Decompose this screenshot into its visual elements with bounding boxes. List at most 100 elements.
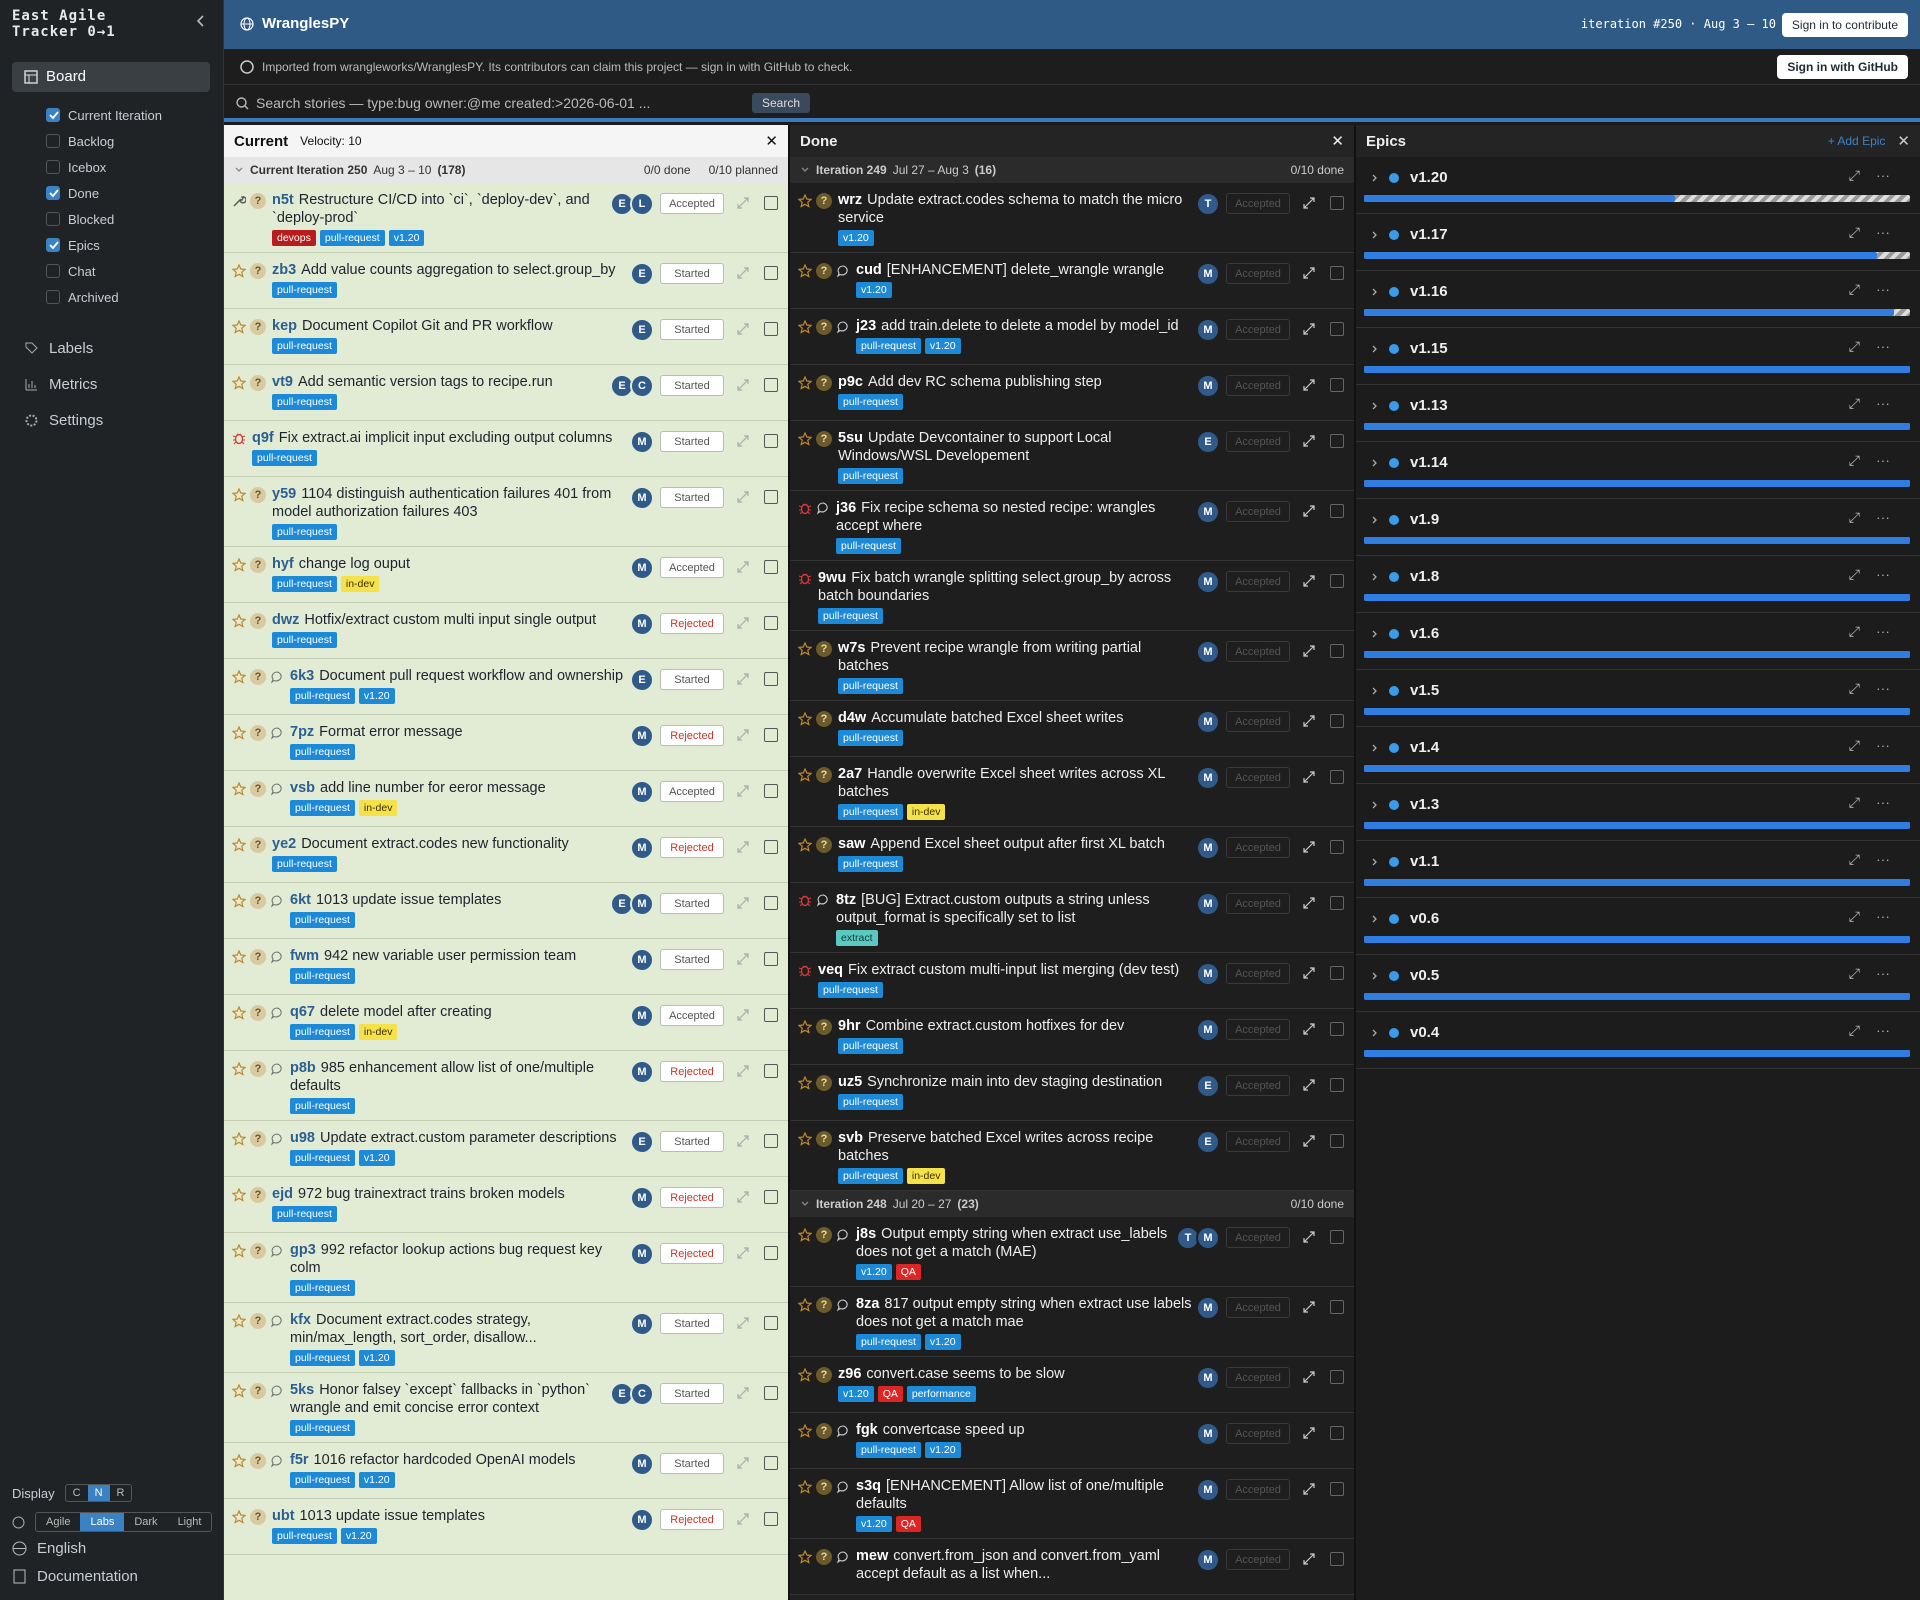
- story[interactable]: ? y59 1104 distinguish authentication fail…: [224, 477, 788, 547]
- epic-actions[interactable]: ⤢⋯: [1848, 794, 1906, 810]
- select-checkbox[interactable]: [1330, 1552, 1344, 1566]
- story[interactable]: ? wrz Update extract.codes schema to match…: [790, 183, 1354, 253]
- story-state[interactable]: Started: [660, 263, 724, 284]
- epic[interactable]: v1.4 ⤢⋯: [1356, 727, 1920, 784]
- story-state[interactable]: Rejected: [660, 1061, 724, 1082]
- select-checkbox[interactable]: [764, 1190, 778, 1204]
- select-checkbox[interactable]: [1330, 1426, 1344, 1440]
- epic-actions[interactable]: ⤢⋯: [1848, 452, 1906, 468]
- story[interactable]: ? uz5 Synchronize main into dev staging de…: [790, 1065, 1354, 1121]
- select-checkbox[interactable]: [764, 1512, 778, 1526]
- panel-toggle[interactable]: Epics: [46, 232, 162, 258]
- story[interactable]: ? 5su Update Devcontainer to support Local…: [790, 421, 1354, 491]
- story-state[interactable]: Accepted: [660, 781, 724, 802]
- story[interactable]: ? vt9 Add semantic version tags to recipe.…: [224, 365, 788, 421]
- story-state[interactable]: Accepted: [1226, 837, 1290, 858]
- story[interactable]: ? d4w Accumulate batched Excel sheet write…: [790, 701, 1354, 757]
- story[interactable]: ? ubt 1013 update issue templates pull-requ…: [224, 1499, 788, 1555]
- checkbox[interactable]: [46, 290, 60, 304]
- epic[interactable]: v0.5 ⤢⋯: [1356, 955, 1920, 1012]
- story[interactable]: q9f Fix extract.ai implicit input excludi…: [224, 421, 788, 477]
- story-state[interactable]: Accepted: [1226, 1297, 1290, 1318]
- story[interactable]: ? fgk convertcase speed up pull-request v1.2…: [790, 1413, 1354, 1469]
- epic[interactable]: v1.3 ⤢⋯: [1356, 784, 1920, 841]
- add-epic[interactable]: + Add Epic: [1827, 134, 1886, 148]
- checkbox[interactable]: [46, 134, 60, 148]
- story-state[interactable]: Accepted: [1226, 193, 1290, 214]
- story-state[interactable]: Accepted: [1226, 711, 1290, 732]
- story[interactable]: ? u98 Update extract.custom parameter desc…: [224, 1121, 788, 1177]
- select-checkbox[interactable]: [764, 1064, 778, 1078]
- select-checkbox[interactable]: [764, 672, 778, 686]
- story[interactable]: ? w7s Prevent recipe wrangle from writing …: [790, 631, 1354, 701]
- story-state[interactable]: Accepted: [1226, 1423, 1290, 1444]
- signin-button[interactable]: Sign in to contribute: [1781, 13, 1908, 37]
- nav-item[interactable]: Metrics: [24, 366, 103, 402]
- checkbox[interactable]: [46, 186, 60, 200]
- select-checkbox[interactable]: [764, 616, 778, 630]
- story-state[interactable]: Accepted: [660, 193, 724, 214]
- story-state[interactable]: Accepted: [1226, 893, 1290, 914]
- select-checkbox[interactable]: [1330, 504, 1344, 518]
- story[interactable]: ? 6k3 Document pull request workflow and o…: [224, 659, 788, 715]
- epic-actions[interactable]: ⤢⋯: [1848, 851, 1906, 867]
- story[interactable]: ? 2a7 Handle overwrite Excel sheet writes …: [790, 757, 1354, 827]
- theme-option[interactable]: Labs: [80, 1513, 125, 1531]
- story[interactable]: ? svb Preserve batched Excel writes across…: [790, 1121, 1354, 1191]
- select-checkbox[interactable]: [764, 1456, 778, 1470]
- story[interactable]: ? ejd 972 bug trainextract trains broken m…: [224, 1177, 788, 1233]
- search-button[interactable]: Search: [752, 93, 811, 113]
- select-checkbox[interactable]: [764, 784, 778, 798]
- story-state[interactable]: Accepted: [1226, 1549, 1290, 1570]
- checkbox[interactable]: [46, 160, 60, 174]
- checkbox[interactable]: [46, 108, 60, 122]
- docs[interactable]: Documentation: [12, 1568, 138, 1585]
- story-state[interactable]: Accepted: [1226, 1227, 1290, 1248]
- theme-option[interactable]: Light: [177, 1516, 202, 1528]
- story[interactable]: ? p8b 985 enhancement allow list of one/mu…: [224, 1051, 788, 1121]
- story-state[interactable]: Started: [660, 1453, 724, 1474]
- story[interactable]: ? 6kt 1013 update issue templates pull-requ…: [224, 883, 788, 939]
- select-checkbox[interactable]: [1330, 196, 1344, 210]
- story-state[interactable]: Accepted: [1226, 963, 1290, 984]
- story-state[interactable]: Started: [660, 949, 724, 970]
- mode-option[interactable]: R: [116, 1487, 125, 1499]
- story-state[interactable]: Rejected: [660, 1187, 724, 1208]
- select-checkbox[interactable]: [764, 560, 778, 574]
- story[interactable]: veq Fix extract custom multi-input list m…: [790, 953, 1354, 1009]
- select-checkbox[interactable]: [764, 1008, 778, 1022]
- story-state[interactable]: Accepted: [1226, 1075, 1290, 1096]
- epic[interactable]: v1.1 ⤢⋯: [1356, 841, 1920, 898]
- checkbox[interactable]: [46, 212, 60, 226]
- story-state[interactable]: Accepted: [1226, 641, 1290, 662]
- story-state[interactable]: Accepted: [660, 1005, 724, 1026]
- story-state[interactable]: Accepted: [1226, 263, 1290, 284]
- story[interactable]: ? mew convert.from_json and convert.from_y…: [790, 1539, 1354, 1595]
- panel-toggle[interactable]: Icebox: [46, 154, 162, 180]
- story[interactable]: ? s3q [ENHANCEMENT] Allow list of one/mult…: [790, 1469, 1354, 1539]
- story[interactable]: ? f5r 1016 refactor hardcoded OpenAI model…: [224, 1443, 788, 1499]
- mode-option[interactable]: C: [72, 1487, 81, 1499]
- select-checkbox[interactable]: [764, 322, 778, 336]
- epic-actions[interactable]: ⤢⋯: [1848, 965, 1906, 981]
- epic[interactable]: v1.20 ⤢⋯: [1356, 157, 1920, 214]
- story-state[interactable]: Accepted: [1226, 1131, 1290, 1152]
- select-checkbox[interactable]: [764, 840, 778, 854]
- story[interactable]: 8tz [BUG] Extract.custom outputs a string…: [790, 883, 1354, 953]
- epic-actions[interactable]: ⤢⋯: [1848, 908, 1906, 924]
- story-state[interactable]: Accepted: [1226, 1019, 1290, 1040]
- story-state[interactable]: Started: [660, 669, 724, 690]
- panel-toggle[interactable]: Done: [46, 180, 162, 206]
- select-checkbox[interactable]: [1330, 1482, 1344, 1496]
- epic[interactable]: v1.17 ⤢⋯: [1356, 214, 1920, 271]
- select-checkbox[interactable]: [1330, 378, 1344, 392]
- select-checkbox[interactable]: [764, 490, 778, 504]
- select-checkbox[interactable]: [1330, 322, 1344, 336]
- panel-toggle[interactable]: Current Iteration: [46, 102, 162, 128]
- story[interactable]: ? 7pz Format error message pull-request M Rej…: [224, 715, 788, 771]
- story-state[interactable]: Rejected: [660, 725, 724, 746]
- epic-actions[interactable]: ⤢⋯: [1848, 566, 1906, 582]
- close-icon[interactable]: ✕: [1331, 133, 1344, 150]
- panel-toggle[interactable]: Chat: [46, 258, 162, 284]
- select-checkbox[interactable]: [1330, 770, 1344, 784]
